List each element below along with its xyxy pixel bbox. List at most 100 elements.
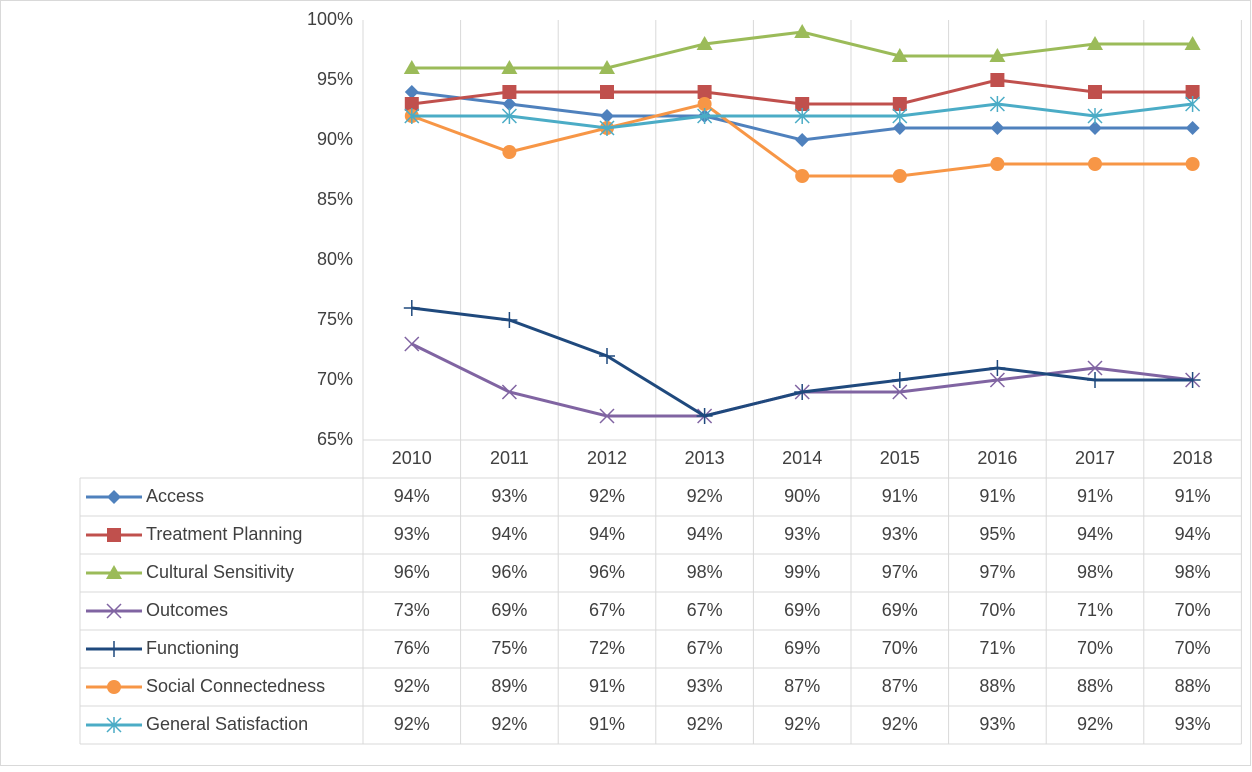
- x-tick-label: 2011: [490, 448, 529, 468]
- point: [1185, 85, 1200, 99]
- point: [1087, 36, 1103, 50]
- table-cell: 94%: [589, 524, 625, 544]
- table-cell: 92%: [394, 714, 430, 734]
- table-cell: 67%: [589, 600, 625, 620]
- point: [697, 85, 712, 99]
- table-cell: 98%: [1077, 562, 1113, 582]
- x-tick-label: 2013: [685, 448, 725, 468]
- point: [989, 96, 1005, 112]
- table-cell: 93%: [784, 524, 820, 544]
- legend-label: General Satisfaction: [146, 714, 308, 734]
- legend-marker: [106, 565, 122, 579]
- table-cell: 76%: [394, 638, 430, 658]
- point: [989, 372, 1005, 388]
- table-cell: 92%: [1077, 714, 1113, 734]
- x-tick-label: 2016: [977, 448, 1017, 468]
- point: [1087, 360, 1103, 376]
- point: [990, 121, 1005, 135]
- table-cell: 93%: [979, 714, 1015, 734]
- table-cell: 67%: [687, 600, 723, 620]
- legend-marker: [107, 680, 121, 694]
- table-cell: 92%: [687, 714, 723, 734]
- point: [892, 384, 908, 400]
- y-tick-label: 85%: [317, 189, 353, 209]
- point: [892, 121, 907, 135]
- table-cell: 94%: [1077, 524, 1113, 544]
- legend-marker: [107, 528, 121, 542]
- table-cell: 90%: [784, 486, 820, 506]
- table-cell: 92%: [491, 714, 527, 734]
- table-cell: 92%: [394, 676, 430, 696]
- table-cell: 92%: [882, 714, 918, 734]
- point: [599, 60, 615, 74]
- legend-label: Outcomes: [146, 600, 228, 620]
- point: [697, 108, 713, 124]
- point: [892, 97, 907, 111]
- table-cell: 94%: [394, 486, 430, 506]
- point: [404, 336, 420, 352]
- point: [403, 300, 420, 316]
- point: [600, 85, 614, 99]
- point: [1088, 157, 1102, 171]
- table-cell: 93%: [491, 486, 527, 506]
- table-cell: 91%: [589, 714, 625, 734]
- table-cell: 91%: [979, 486, 1015, 506]
- table-cell: 88%: [1175, 676, 1211, 696]
- y-tick-label: 65%: [317, 429, 353, 449]
- table-cell: 69%: [882, 600, 918, 620]
- point: [1087, 108, 1103, 124]
- table-cell: 91%: [589, 676, 625, 696]
- table-cell: 69%: [491, 600, 527, 620]
- point: [1184, 372, 1201, 388]
- point: [696, 36, 713, 50]
- legend-marker: [106, 717, 122, 733]
- table-cell: 70%: [1175, 638, 1211, 658]
- point: [697, 97, 712, 111]
- point: [502, 85, 517, 99]
- point: [502, 145, 517, 159]
- legend-marker: [106, 603, 122, 619]
- point: [1184, 36, 1201, 50]
- table-cell: 91%: [1077, 486, 1113, 506]
- y-tick-label: 95%: [317, 69, 353, 89]
- table-cell: 94%: [1175, 524, 1211, 544]
- table-cell: 88%: [1077, 676, 1113, 696]
- table-cell: 71%: [979, 638, 1015, 658]
- point: [990, 157, 1005, 171]
- point: [696, 408, 713, 424]
- point: [404, 85, 419, 99]
- table-cell: 97%: [979, 562, 1015, 582]
- table-cell: 92%: [784, 714, 820, 734]
- table-cell: 69%: [784, 600, 820, 620]
- table-cell: 70%: [979, 600, 1015, 620]
- point: [1185, 96, 1201, 112]
- table-cell: 88%: [979, 676, 1015, 696]
- table-cell: 71%: [1077, 600, 1113, 620]
- table-cell: 73%: [394, 600, 430, 620]
- point: [403, 60, 420, 74]
- table-cell: 91%: [1175, 486, 1211, 506]
- table-cell: 93%: [882, 524, 918, 544]
- point: [600, 109, 614, 123]
- table-cell: 92%: [589, 486, 625, 506]
- point: [990, 73, 1005, 87]
- legend-marker: [107, 490, 121, 504]
- table-cell: 92%: [687, 486, 723, 506]
- table-cell: 98%: [687, 562, 723, 582]
- table-cell: 93%: [1175, 714, 1211, 734]
- table-cell: 69%: [784, 638, 820, 658]
- legend-label: Treatment Planning: [146, 524, 302, 544]
- table-cell: 96%: [394, 562, 430, 582]
- point: [501, 108, 517, 124]
- point: [892, 169, 907, 183]
- table-cell: 72%: [589, 638, 625, 658]
- point: [599, 120, 615, 136]
- point: [795, 133, 810, 147]
- y-tick-label: 75%: [317, 309, 353, 329]
- legend-label: Access: [146, 486, 204, 506]
- legend-marker: [106, 641, 122, 657]
- y-tick-label: 70%: [317, 369, 353, 389]
- point: [501, 384, 517, 400]
- table-cell: 96%: [589, 562, 625, 582]
- x-tick-label: 2017: [1075, 448, 1115, 468]
